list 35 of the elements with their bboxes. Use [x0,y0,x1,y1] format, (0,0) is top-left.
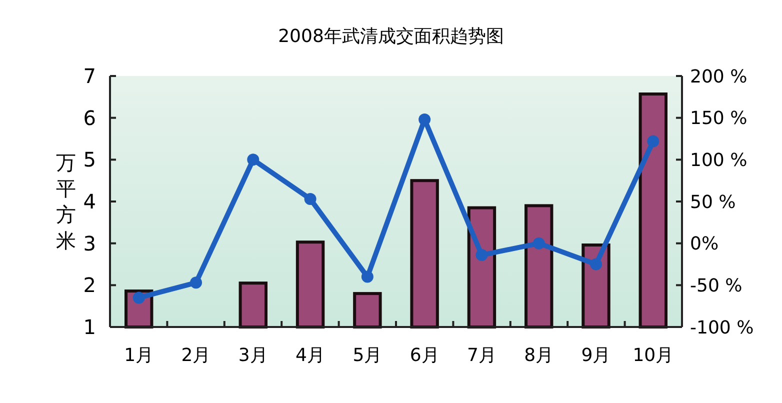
y-tick-label: 4 [83,190,96,214]
y-tick-label: 5 [83,148,96,172]
y-axis-title: 万平方米 [56,150,76,252]
point [304,192,316,205]
y-tick-label: 3 [83,231,96,256]
y-tick-label: 6 [83,106,96,130]
y2-tick-label: 100 % [690,150,748,171]
y2-tick-label: 200 % [690,66,748,88]
y-tick-label: 7 [83,64,96,88]
point [190,276,202,289]
point [476,249,488,262]
x-tick-label: 8月 [524,345,554,366]
point [647,135,660,148]
point [590,258,602,270]
x-tick-label: 5月 [352,345,382,366]
point [532,237,545,250]
y-tick-label: 2 [83,273,96,298]
x-tick-label: 3月 [238,345,268,366]
x-tick-label: 6月 [410,345,440,366]
x-tick-label: 9月 [581,345,611,366]
x-tick-label: 1月 [124,345,154,366]
y2-tick-label: 150 % [690,108,748,130]
chart-title: 2008年武清成交面积趋势图 [278,26,504,47]
x-tick-label: 4月 [296,345,326,366]
y2-tick-label: -50 % [690,275,742,296]
point [132,292,145,304]
y-tick-label: 1 [83,315,96,339]
x-tick-label: 10月 [632,345,674,366]
y2-tick-label: 50 % [690,192,736,213]
x-tick-label: 2月 [181,345,211,366]
y2-tick-label: 0% [690,234,719,255]
x-tick-label: 7月 [466,345,496,366]
y2-tick-label: -100 % [690,317,754,338]
point [247,154,260,166]
point [361,270,374,283]
